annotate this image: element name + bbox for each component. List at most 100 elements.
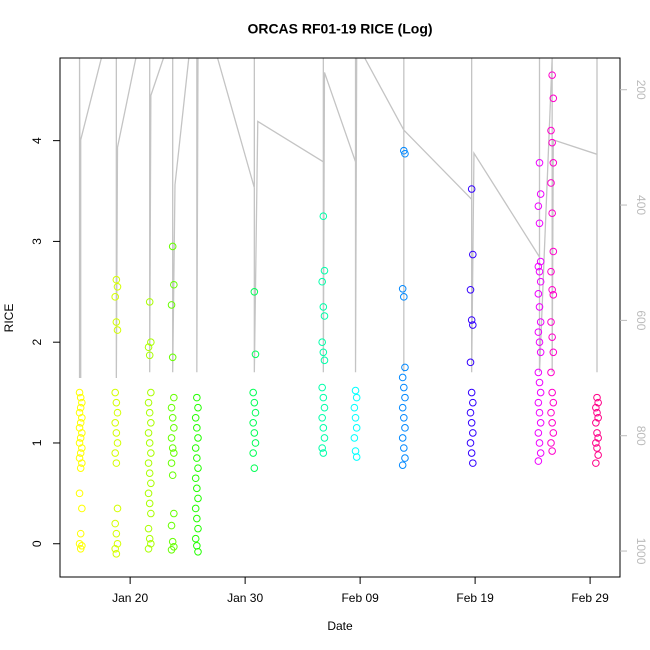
data-point — [592, 403, 600, 412]
data-point — [398, 461, 407, 469]
data-point — [75, 454, 84, 462]
data-point — [144, 524, 153, 533]
data-point — [536, 277, 545, 286]
data-point — [75, 439, 84, 447]
data-point — [548, 71, 556, 79]
data-point — [592, 419, 600, 427]
data-point — [592, 439, 600, 447]
data-point — [145, 351, 154, 360]
data-point — [113, 504, 122, 513]
data-point — [250, 429, 259, 437]
data-point — [78, 429, 86, 437]
data-point — [548, 333, 556, 341]
data-point — [534, 290, 543, 298]
data-point — [75, 489, 84, 498]
data-point — [401, 363, 409, 372]
data-point — [547, 318, 555, 326]
data-point — [111, 388, 119, 397]
data-point — [320, 403, 329, 412]
data-point — [549, 291, 558, 299]
data-point — [144, 429, 153, 437]
data-point — [145, 439, 154, 447]
data-point — [594, 413, 602, 422]
x-tick-label: Jan 30 — [227, 591, 263, 605]
data-point — [194, 434, 202, 442]
data-point — [168, 242, 177, 251]
data-point — [400, 383, 408, 392]
data-point — [191, 474, 200, 483]
data-point — [251, 439, 260, 447]
data-point — [466, 408, 475, 417]
data-point — [594, 434, 602, 442]
data-point — [170, 424, 178, 432]
data-point — [469, 398, 477, 407]
data-point — [251, 350, 260, 359]
data-point — [250, 464, 259, 472]
data-point — [535, 439, 544, 447]
data-point — [592, 459, 600, 467]
x-tick-label: Feb 09 — [341, 591, 379, 605]
data-point — [251, 408, 260, 417]
data-point — [352, 453, 361, 461]
data-point — [76, 544, 85, 553]
data-point — [401, 149, 409, 158]
data-point — [466, 358, 475, 367]
data-point — [249, 388, 257, 397]
data-point — [147, 539, 155, 548]
data-point — [594, 398, 602, 407]
data-point — [320, 434, 329, 442]
x-tick-label: Feb 29 — [571, 591, 609, 605]
data-point — [147, 338, 155, 346]
data-point — [319, 449, 328, 457]
data-point — [320, 356, 329, 365]
data-point — [535, 303, 544, 311]
data-point — [75, 424, 84, 432]
y2-tick-label: 200 — [634, 80, 648, 100]
data-point — [249, 449, 257, 457]
data-point — [193, 424, 201, 432]
data-point — [145, 408, 154, 417]
data-point — [467, 419, 476, 427]
data-point — [191, 444, 200, 452]
data-point — [320, 266, 329, 275]
data-point — [536, 449, 545, 457]
data-point — [548, 419, 556, 427]
data-point — [113, 439, 122, 447]
data-point — [76, 403, 85, 412]
y-tick-label: 0 — [30, 540, 44, 547]
data-point — [112, 529, 121, 538]
data-point — [167, 434, 176, 442]
data-point — [168, 353, 177, 362]
data-point — [469, 429, 477, 437]
data-point — [168, 537, 177, 546]
x-axis-label: Date — [327, 619, 353, 633]
data-point — [398, 403, 407, 412]
data-point — [112, 275, 121, 284]
data-point — [194, 494, 202, 503]
data-point — [351, 386, 360, 395]
data-point — [75, 408, 84, 417]
data-point — [167, 403, 176, 412]
data-point — [547, 439, 555, 447]
data-point — [469, 321, 477, 329]
data-point — [147, 479, 155, 488]
data-point — [319, 212, 328, 221]
data-point — [466, 439, 475, 447]
data-point — [112, 429, 121, 437]
data-point — [400, 413, 408, 422]
data-point — [193, 484, 201, 493]
data-point — [549, 159, 558, 167]
data-point — [191, 534, 200, 543]
data-point — [547, 126, 555, 135]
data-point — [76, 393, 85, 402]
data-point — [535, 219, 544, 228]
data-point — [401, 454, 409, 462]
data-point — [111, 544, 119, 553]
data-point — [191, 413, 200, 422]
data-point — [534, 368, 543, 377]
data-point — [113, 282, 122, 291]
y2-tick-label: 1000 — [634, 538, 648, 565]
data-point — [536, 318, 545, 326]
data-point — [535, 378, 544, 387]
